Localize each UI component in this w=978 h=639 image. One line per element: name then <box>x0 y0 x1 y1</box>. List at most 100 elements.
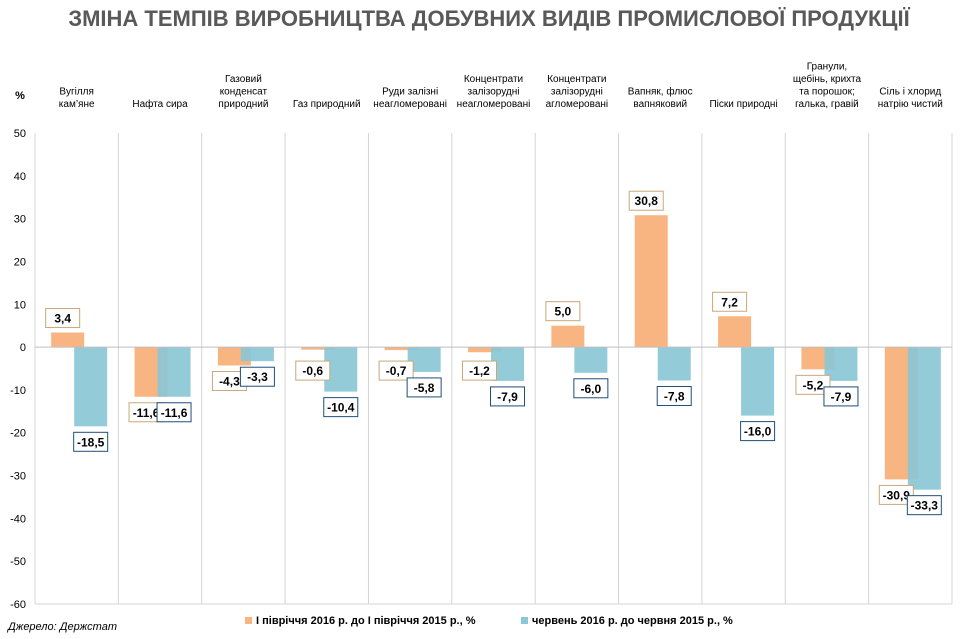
data-label-box <box>490 386 525 407</box>
bars <box>51 215 941 490</box>
data-label-text: -18,5 <box>77 435 105 449</box>
data-label-text: -3,3 <box>247 370 268 384</box>
y-tick-label: -20 <box>10 428 26 440</box>
data-label-box <box>545 301 581 322</box>
y-axis-unit-label: % <box>15 90 25 102</box>
y-tick-label: -10 <box>10 385 26 397</box>
data-label-text: -0,6 <box>302 364 323 378</box>
category-label: Газ природний <box>293 99 361 110</box>
data-label-box <box>712 291 748 312</box>
bar-series-2 <box>657 347 691 381</box>
data-label-series-2: -33,3 <box>906 495 942 516</box>
data-label-series-2: -16,0 <box>740 421 776 442</box>
data-label-box <box>378 360 414 381</box>
data-label-text: -7,9 <box>497 390 518 404</box>
data-label-series-2: -7,9 <box>490 386 525 407</box>
data-label-text: -16,0 <box>744 425 772 439</box>
data-label-text: -5,2 <box>803 378 824 392</box>
category-label: Вугілля кам’яне <box>59 87 95 111</box>
data-label-box <box>462 360 497 381</box>
category-separators <box>34 133 953 605</box>
data-label-series-1: -0,7 <box>378 360 414 381</box>
data-label-series-1: -11,6 <box>128 402 164 423</box>
data-label-box <box>295 360 331 381</box>
data-label-text: -7,9 <box>831 390 852 404</box>
y-tick-label: 0 <box>20 342 26 354</box>
data-label-series-1: 5,0 <box>545 301 581 322</box>
legend-swatch-series-2 <box>521 617 528 624</box>
legend: І півріччя 2016 р. до І півріччя 2015 р.… <box>245 615 733 627</box>
data-label-text: -30,9 <box>883 488 911 502</box>
data-label-series-1: -0,6 <box>295 360 331 381</box>
data-labels: 3,4 -11,6 -4,3 -0,6 -0,7 -1,2 5,0 30,8 7,2 -5,2 -3… <box>45 190 942 516</box>
bar-series-2 <box>907 347 941 490</box>
data-label-text: -1,2 <box>469 364 490 378</box>
bar-series-1 <box>384 347 418 351</box>
data-label-text: -10,4 <box>327 401 355 415</box>
data-label-box <box>73 431 109 452</box>
source-note: Джерело: Держстат <box>6 621 117 633</box>
data-label-series-2: -7,9 <box>823 386 859 407</box>
data-label-box <box>906 495 942 516</box>
bar-series-1 <box>51 332 85 348</box>
bar-series-1 <box>634 215 668 348</box>
data-label-series-2: -11,6 <box>156 402 192 423</box>
category-label: Вапняк, флюс вапняковий <box>628 86 693 111</box>
y-tick-label: 50 <box>14 128 26 140</box>
data-label-series-1: -4,3 <box>211 371 247 392</box>
y-tick-label: 40 <box>14 171 26 183</box>
category-label: Газовий конденсат природний <box>218 74 268 110</box>
data-label-box <box>740 421 776 442</box>
data-label-box <box>239 366 275 387</box>
legend-label-series-2: червень 2016 р. до червня 2015 р., % <box>532 615 733 627</box>
data-label-series-1: 3,4 <box>45 308 81 329</box>
y-tick-label: 30 <box>14 214 26 226</box>
data-label-box <box>628 190 664 211</box>
data-label-text: -0,7 <box>386 364 407 378</box>
category-label: Руди залізні неагломеровані <box>373 87 447 111</box>
legend-swatch-series-1 <box>245 617 252 624</box>
data-label-series-1: 30,8 <box>628 190 664 211</box>
legend-label-series-1: І півріччя 2016 р. до І півріччя 2015 р.… <box>256 615 476 627</box>
data-label-series-2: -18,5 <box>73 431 109 452</box>
data-label-text: -11,6 <box>161 406 188 420</box>
y-tick-label: -50 <box>10 556 26 568</box>
data-label-text: 5,0 <box>555 305 572 319</box>
data-label-box <box>656 385 692 406</box>
data-label-text: -6,0 <box>581 382 602 396</box>
category-label: Сіль і хлорид натрію чистий <box>878 87 943 111</box>
data-label-box <box>156 402 192 423</box>
category-label: Гранули, щебінь, крихта та порошок; галька,… <box>793 62 862 111</box>
data-label-box <box>323 397 359 418</box>
y-tick-label: -60 <box>10 599 26 611</box>
bar-series-1 <box>718 316 752 348</box>
data-label-box <box>406 377 442 398</box>
data-label-text: -5,8 <box>414 381 435 395</box>
y-tick-label: 20 <box>14 256 26 268</box>
data-label-text: 7,2 <box>721 295 738 309</box>
data-label-series-1: 7,2 <box>712 291 748 312</box>
y-tick-label: -30 <box>10 471 26 483</box>
data-label-series-2: -3,3 <box>239 366 275 387</box>
data-label-text: -33,3 <box>911 499 939 513</box>
bar-series-2 <box>741 347 775 416</box>
category-label: Піски природні <box>709 99 777 110</box>
data-label-series-1: -30,9 <box>878 484 914 505</box>
y-tick-label: -40 <box>10 513 26 525</box>
data-label-box <box>45 308 81 329</box>
data-label-series-1: -5,2 <box>795 374 831 395</box>
chart-title: ЗМІНА ТЕМПІВ ВИРОБНИЦТВА ДОБУВНИХ ВИДІВ … <box>68 6 910 31</box>
data-label-box <box>573 378 609 399</box>
y-axis: % 50 40 30 20 10 0 -10 -20 -30 -40 -50 -60 <box>10 90 26 611</box>
data-label-series-2: -10,4 <box>323 397 359 418</box>
bar-series-2 <box>574 347 608 373</box>
data-label-text: -4,3 <box>219 375 240 389</box>
data-label-series-2: -6,0 <box>573 378 609 399</box>
bar-series-2 <box>157 347 191 397</box>
y-tick-label: 10 <box>14 299 26 311</box>
bar-series-1 <box>551 325 585 348</box>
data-label-text: 3,4 <box>54 312 71 326</box>
data-label-text: -7,8 <box>664 389 685 403</box>
data-label-box <box>878 484 914 505</box>
